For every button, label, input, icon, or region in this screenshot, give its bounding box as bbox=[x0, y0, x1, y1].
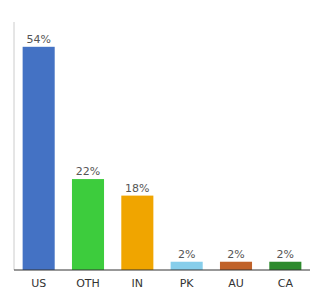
x-tick-label: US bbox=[31, 277, 46, 290]
bars bbox=[23, 47, 302, 270]
data-label: 2% bbox=[277, 248, 294, 261]
chart-container: 54% 22% 18% 2% 2% 2% US OTH IN PK AU CA bbox=[0, 0, 320, 300]
bar bbox=[269, 262, 301, 270]
data-label: 2% bbox=[227, 248, 244, 261]
x-tick-label: AU bbox=[228, 277, 244, 290]
x-tick-label: IN bbox=[132, 277, 143, 290]
x-axis-line bbox=[14, 270, 310, 271]
x-tick-label: PK bbox=[180, 277, 195, 290]
data-label: 2% bbox=[178, 248, 195, 261]
chart-svg: 54% 22% 18% 2% 2% 2% US OTH IN PK AU CA bbox=[0, 0, 320, 300]
bar bbox=[121, 196, 153, 270]
x-tick-label: OTH bbox=[76, 277, 100, 290]
x-tick-label: CA bbox=[278, 277, 294, 290]
bar bbox=[171, 262, 203, 270]
data-label: 54% bbox=[26, 33, 50, 46]
y-axis-line bbox=[14, 22, 15, 270]
data-label: 18% bbox=[125, 182, 149, 195]
bar bbox=[220, 262, 252, 270]
bar bbox=[72, 179, 104, 270]
bar bbox=[23, 47, 55, 270]
data-label: 22% bbox=[76, 165, 100, 178]
